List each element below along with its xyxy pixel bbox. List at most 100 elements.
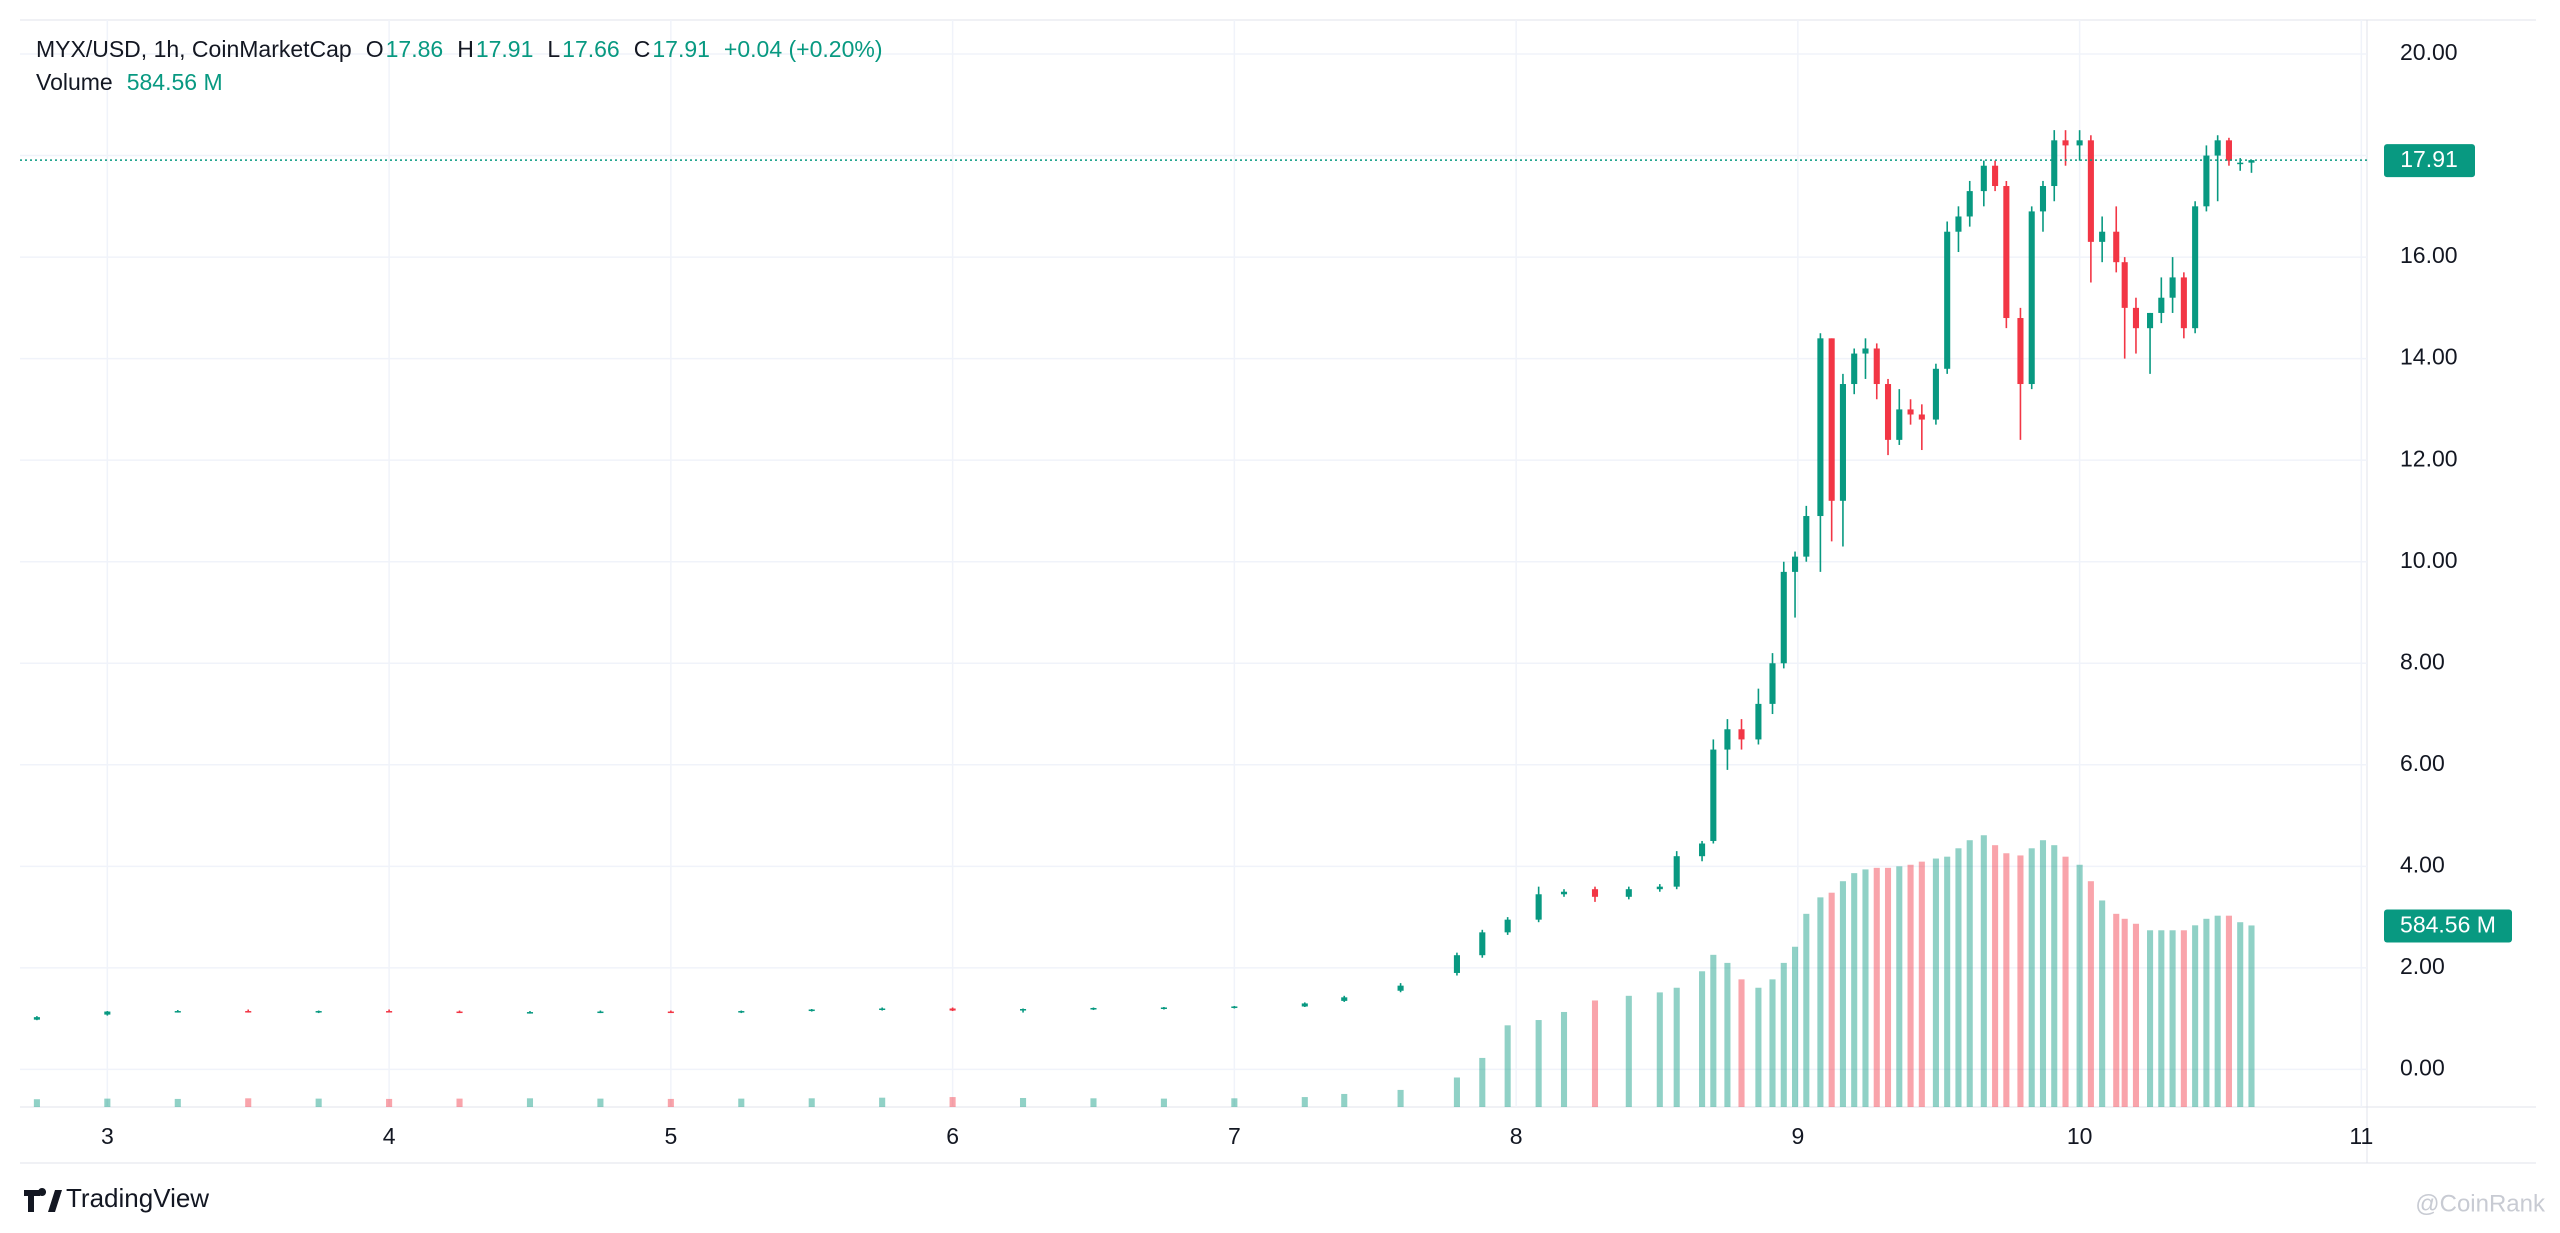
candle-body: [1769, 663, 1776, 704]
volume-bar: [1738, 979, 1745, 1107]
volume-bar: [2076, 864, 2083, 1107]
volume-title: Volume: [36, 69, 113, 95]
candle-body: [2076, 140, 2083, 146]
candle-body: [667, 1011, 674, 1014]
candle-body: [1944, 231, 1951, 369]
volume-badge: [2384, 909, 2512, 943]
volume-bar: [949, 1097, 956, 1107]
x-tick-label: 6: [946, 1123, 959, 1149]
volume-bar: [2237, 922, 2244, 1107]
volume-bar: [597, 1098, 604, 1107]
candle-body: [33, 1017, 40, 1020]
volume-bar: [2225, 915, 2232, 1107]
volume-bar: [2051, 845, 2058, 1107]
candle-body: [1791, 556, 1799, 572]
y-tick-label: 2.00: [2400, 953, 2445, 979]
candle-body: [2039, 186, 2047, 212]
volume-bar: [1862, 869, 1869, 1107]
volume-bar: [33, 1099, 40, 1107]
symbol-title: MYX/USD, 1h, CoinMarketCap: [36, 36, 352, 62]
volume-bar: [1656, 992, 1663, 1107]
volume-bar: [1873, 867, 1880, 1107]
volume-bar: [1803, 913, 1810, 1107]
candle-body: [1397, 985, 1404, 991]
candle-body: [1019, 1009, 1027, 1011]
volume-bar: [1397, 1089, 1404, 1107]
ohlc: O 17.86 H 17.91 L 17.66 C 17.91: [366, 36, 710, 63]
candle-body: [597, 1011, 604, 1014]
volume-bar: [456, 1098, 463, 1107]
candle-body: [1625, 889, 1632, 897]
candle-body: [2051, 140, 2058, 187]
candle-body: [1918, 414, 1925, 420]
candle-body: [1862, 348, 1869, 354]
candle-body: [1341, 997, 1348, 1001]
candle-body: [526, 1012, 534, 1014]
y-tick-label: 12.00: [2400, 445, 2458, 471]
candle-body: [1780, 571, 1787, 664]
ohlc-label: O: [365, 36, 384, 62]
volume-bar: [1019, 1097, 1027, 1107]
volume-bar: [1839, 881, 1846, 1107]
volume-bar: [2169, 930, 2176, 1107]
volume-bar: [2039, 840, 2047, 1107]
candle-body: [1591, 889, 1599, 897]
volume-bar: [386, 1098, 393, 1107]
volume-bar: [1301, 1097, 1308, 1107]
x-tick-label: 8: [1510, 1123, 1523, 1149]
volume-bar: [1828, 892, 1835, 1107]
candle-body: [1724, 729, 1731, 750]
candle-body: [2203, 155, 2210, 207]
candle-body: [2248, 160, 2255, 163]
volume-bar: [1980, 835, 1987, 1107]
candle-body: [2158, 297, 2165, 313]
candle-body: [2180, 277, 2187, 329]
volume-bar: [1453, 1077, 1460, 1107]
volume-bar: [2147, 930, 2154, 1107]
volume-bar: [1769, 979, 1776, 1107]
volume-bar: [1955, 848, 1962, 1107]
logo: [24, 1188, 62, 1212]
volume-value: 584.56 M: [126, 69, 223, 95]
candle-body: [2147, 312, 2154, 329]
logo-mark: [24, 1188, 62, 1212]
candle-body: [1873, 348, 1880, 385]
candle-body: [1817, 338, 1824, 517]
x-tick-label: 11: [2349, 1123, 2373, 1149]
volume-bar: [1932, 858, 1939, 1107]
candle-body: [2087, 140, 2094, 242]
volume-bar: [2214, 915, 2221, 1107]
volume-bar: [1791, 946, 1799, 1107]
y-tick-label: 0.00: [2400, 1055, 2445, 1081]
volume-bar: [808, 1098, 815, 1107]
candle-body: [386, 1011, 393, 1013]
y-tick-label: 14.00: [2400, 344, 2458, 370]
volume-bar: [1479, 1057, 1486, 1107]
ohlc-label: C: [633, 36, 651, 62]
volume-bar: [1504, 1025, 1511, 1107]
candle-body: [2237, 162, 2244, 165]
volume-bar: [1884, 867, 1892, 1107]
x-tick-label: 10: [2067, 1123, 2093, 1149]
candle-body: [2132, 307, 2140, 329]
ohlc-item: C 17.91: [634, 36, 710, 63]
ohlc-label: H: [457, 36, 474, 62]
footer-brand: TradingView: [66, 1183, 209, 1213]
volume-bar: [2192, 925, 2199, 1107]
volume-row: Volume 584.56 M: [36, 69, 223, 96]
volume-bar: [2158, 930, 2165, 1107]
volume-bar: [2062, 856, 2069, 1107]
volume-bar: [2087, 881, 2094, 1107]
volume-bar: [1341, 1093, 1348, 1107]
ohlc-label: L: [547, 36, 561, 62]
volume-bar: [2099, 900, 2106, 1107]
candle-body: [245, 1011, 252, 1013]
candle-body: [1535, 894, 1542, 920]
candle-body: [174, 1011, 181, 1013]
volume-bar: [1944, 856, 1951, 1107]
volume-bar: [104, 1098, 111, 1107]
volume-bar: [667, 1098, 674, 1107]
volume-bar: [1907, 864, 1914, 1107]
candle-body: [315, 1011, 322, 1013]
